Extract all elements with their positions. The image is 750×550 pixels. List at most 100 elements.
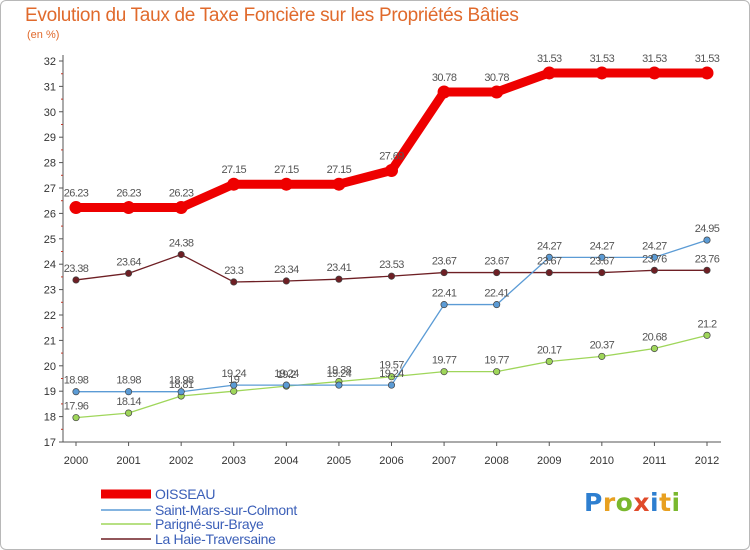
data-label-saint-mars-sur-colmont: 19.24 <box>327 368 352 380</box>
data-label-saint-mars-sur-colmont: 19.24 <box>274 368 299 380</box>
data-label-oisseau: 26.23 <box>169 188 194 200</box>
legend-item-oisseau[interactable]: OISSEAU <box>101 486 215 502</box>
y-tick-label: 20 <box>44 361 56 373</box>
y-tick-label: 27 <box>44 183 56 195</box>
data-label-oisseau: 30.78 <box>484 72 509 84</box>
legend-swatch-oisseau <box>101 489 151 499</box>
legend-label-parigne: Parigné-sur-Braye <box>155 516 264 532</box>
y-tick-label: 32 <box>44 56 56 68</box>
legend-label-la-haie: La Haie-Traversaine <box>155 531 276 547</box>
data-label-la-haie-traversaine: 23.38 <box>64 263 89 275</box>
point-saint-mars-sur-colmont <box>72 388 80 396</box>
data-label-saint-mars-sur-colmont: 19.24 <box>379 368 404 380</box>
point-oisseau <box>385 163 398 177</box>
point-oisseau <box>122 201 136 215</box>
point-la-haie-traversaine <box>598 269 606 277</box>
data-label-parigne-sur-braye: 20.37 <box>590 339 615 351</box>
y-tick-label: 28 <box>44 158 56 170</box>
x-tick-label: 2003 <box>222 455 246 467</box>
point-saint-mars-sur-colmont <box>703 236 711 244</box>
data-label-la-haie-traversaine: 23.41 <box>327 262 352 274</box>
chart-subtitle: (en %) <box>27 29 60 41</box>
data-label-oisseau: 26.23 <box>64 188 89 200</box>
data-label-oisseau: 27.69 <box>379 150 404 162</box>
data-label-saint-mars-sur-colmont: 22.41 <box>484 288 509 300</box>
y-tick-label: 24 <box>44 259 56 271</box>
logo-letter: i <box>650 488 660 517</box>
point-parigne-sur-braye <box>493 368 501 376</box>
y-tick-label: 21 <box>44 335 56 347</box>
data-label-saint-mars-sur-colmont: 24.27 <box>642 240 667 252</box>
axes-layer: 17 18 19 20 21 22 23 24 25 26 27 28 29 30 31 32 2000 2001… <box>44 55 721 467</box>
point-la-haie-traversaine <box>440 269 448 277</box>
chart-title: Evolution du Taux de Taxe Foncière sur l… <box>25 5 519 26</box>
x-tick-label: 2012 <box>695 455 719 467</box>
legend-item-la-haie[interactable]: La Haie-Traversaine <box>101 531 276 547</box>
data-label-oisseau: 31.53 <box>642 53 667 65</box>
point-saint-mars-sur-colmont <box>177 388 185 396</box>
point-saint-mars-sur-colmont <box>493 301 501 309</box>
point-oisseau <box>647 66 661 80</box>
data-label-oisseau: 30.78 <box>432 72 457 84</box>
point-la-haie-traversaine <box>125 269 133 277</box>
y-tick-label: 30 <box>44 107 56 119</box>
data-label-saint-mars-sur-colmont: 18.98 <box>116 375 141 387</box>
point-la-haie-traversaine <box>72 276 80 284</box>
point-oisseau <box>542 66 556 80</box>
point-oisseau <box>227 177 241 191</box>
y-tick-label: 19 <box>44 386 56 398</box>
point-oisseau <box>595 66 609 80</box>
data-label-oisseau: 27.15 <box>274 164 299 176</box>
y-tick-label: 22 <box>44 310 56 322</box>
data-label-saint-mars-sur-colmont: 19.24 <box>221 368 246 380</box>
point-la-haie-traversaine <box>230 278 238 286</box>
point-saint-mars-sur-colmont <box>598 253 606 261</box>
data-label-la-haie-traversaine: 23.34 <box>274 264 299 276</box>
point-parigne-sur-braye <box>230 387 238 395</box>
y-tick-label: 26 <box>44 208 56 220</box>
point-saint-mars-sur-colmont <box>440 301 448 309</box>
data-label-parigne-sur-braye: 19.77 <box>484 355 509 367</box>
data-label-parigne-sur-braye: 18.14 <box>116 396 141 408</box>
point-saint-mars-sur-colmont <box>650 253 658 261</box>
point-oisseau <box>437 85 451 99</box>
legend-swatch-la-haie <box>101 538 151 540</box>
data-label-parigne-sur-braye: 18.81 <box>169 379 194 391</box>
data-label-saint-mars-sur-colmont: 18.98 <box>169 375 194 387</box>
x-tick-label: 2009 <box>537 455 561 467</box>
legend-swatch-parigne <box>101 523 151 525</box>
y-tick-label: 18 <box>44 412 56 424</box>
data-label-parigne-sur-braye: 19.2 <box>277 369 296 381</box>
data-label-la-haie-traversaine: 23.53 <box>379 259 404 271</box>
y-tick-label: 17 <box>44 437 56 449</box>
data-label-oisseau: 26.23 <box>116 188 141 200</box>
data-label-la-haie-traversaine: 23.3 <box>224 265 243 277</box>
point-parigne-sur-braye <box>650 344 658 353</box>
data-label-parigne-sur-braye: 19.38 <box>327 365 352 377</box>
point-saint-mars-sur-colmont <box>387 381 396 389</box>
logo-letter: x <box>633 488 650 517</box>
x-tick-label: 2008 <box>484 455 508 467</box>
point-oisseau <box>332 177 346 191</box>
data-label-saint-mars-sur-colmont: 24.27 <box>537 240 562 252</box>
x-tick-label: 2006 <box>379 455 403 467</box>
x-tick-label: 2001 <box>116 455 140 467</box>
data-label-saint-mars-sur-colmont: 24.27 <box>590 240 615 252</box>
point-saint-mars-sur-colmont <box>125 388 133 396</box>
data-label-oisseau: 27.15 <box>221 164 246 176</box>
data-label-parigne-sur-braye: 20.17 <box>537 344 562 356</box>
point-saint-mars-sur-colmont <box>545 253 553 261</box>
data-label-oisseau: 31.53 <box>590 53 615 65</box>
legend-item-parigne[interactable]: Parigné-sur-Braye <box>101 516 264 532</box>
legend-item-saint-mars[interactable]: Saint-Mars-sur-Colmont <box>101 502 297 518</box>
point-oisseau <box>700 66 714 80</box>
data-label-la-haie-traversaine: 23.64 <box>116 256 141 268</box>
legend-label-saint-mars: Saint-Mars-sur-Colmont <box>155 502 297 518</box>
point-oisseau <box>490 85 504 99</box>
data-label-saint-mars-sur-colmont: 24.95 <box>695 223 720 235</box>
point-oisseau <box>69 201 83 215</box>
point-parigne-sur-braye <box>703 331 711 339</box>
data-label-la-haie-traversaine: 23.67 <box>537 256 562 268</box>
y-tick-label: 25 <box>44 234 56 246</box>
